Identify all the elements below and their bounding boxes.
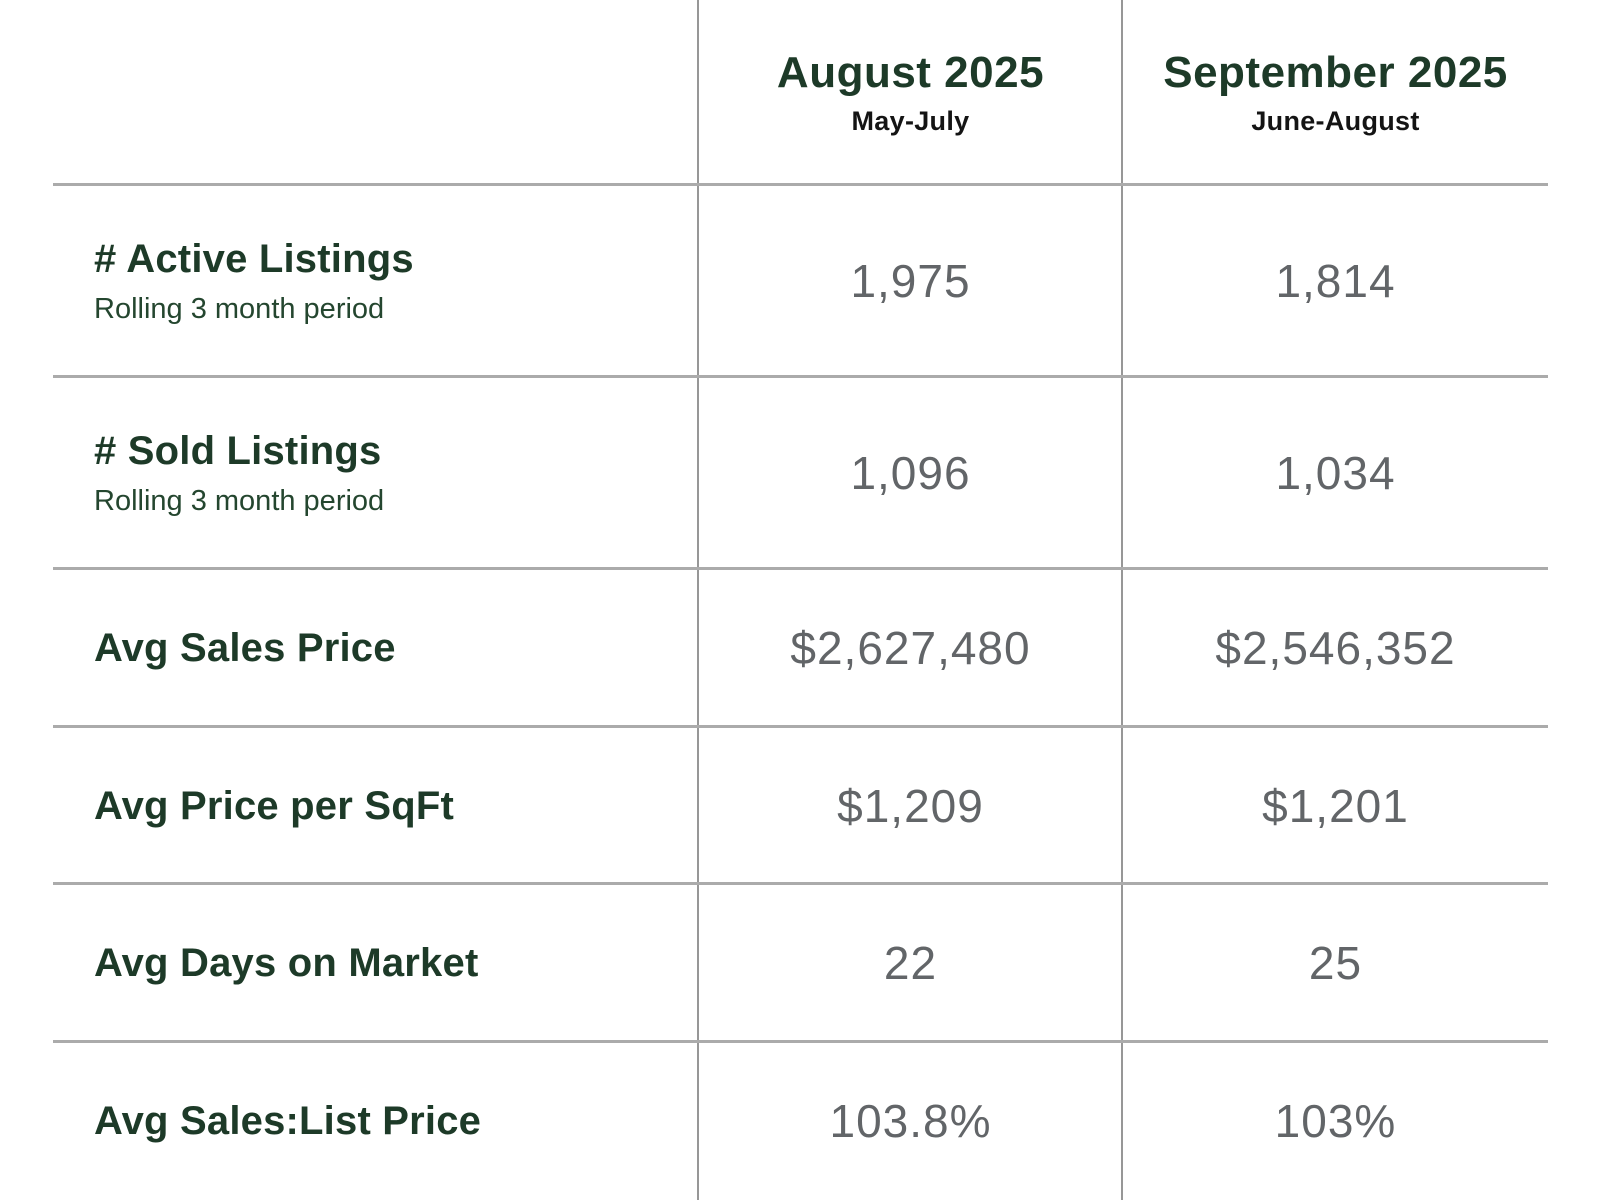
table-cell: 1,096 <box>698 377 1123 569</box>
row-right-spacer <box>1548 185 1600 377</box>
column-header-august-2025: August 2025 May-July <box>698 0 1123 185</box>
header-right-spacer <box>1548 0 1600 185</box>
column-header-september-2025: September 2025 June-August <box>1123 0 1548 185</box>
metric-label: # Sold Listings <box>94 429 382 473</box>
column-divider-2 <box>1121 0 1123 1200</box>
cell-value: $2,627,480 <box>790 622 1031 674</box>
row-right-spacer <box>1548 569 1600 727</box>
column-divider-1 <box>697 0 699 1200</box>
cell-value: 103.8% <box>829 1095 992 1147</box>
row-divider <box>53 375 1548 378</box>
table-cell: 103% <box>1123 1042 1548 1200</box>
row-right-spacer <box>1548 884 1600 1042</box>
table-cell: $2,627,480 <box>698 569 1123 727</box>
metric-label: Avg Days on Market <box>94 941 479 985</box>
row-divider <box>53 183 1548 186</box>
metric-label: Avg Sales:List Price <box>94 1099 482 1143</box>
column-period: May-July <box>851 105 970 136</box>
cell-value: 25 <box>1308 937 1363 989</box>
table-cell: 103.8% <box>698 1042 1123 1200</box>
table-cell: $2,546,352 <box>1123 569 1548 727</box>
row-divider <box>53 882 1548 885</box>
row-label-avg-sales-list-price: Avg Sales:List Price <box>0 1042 698 1200</box>
row-right-spacer <box>1548 377 1600 569</box>
cell-value: 103% <box>1274 1095 1397 1147</box>
cell-value: $2,546,352 <box>1215 622 1456 674</box>
metric-sublabel: Rolling 3 month period <box>94 293 385 325</box>
row-right-spacer <box>1548 1042 1600 1200</box>
row-label-avg-days-on-market: Avg Days on Market <box>0 884 698 1042</box>
cell-value: $1,201 <box>1262 779 1409 832</box>
table-cell: $1,201 <box>1123 727 1548 884</box>
row-divider <box>53 725 1548 728</box>
metric-label: Avg Sales Price <box>94 626 396 670</box>
row-divider <box>53 1040 1548 1043</box>
metric-label: Avg Price per SqFt <box>94 783 454 828</box>
table-cell: 25 <box>1123 884 1548 1042</box>
table-cell: 1,814 <box>1123 185 1548 377</box>
cell-value: 22 <box>883 937 938 989</box>
table-cell: 22 <box>698 884 1123 1042</box>
column-month: August 2025 <box>776 48 1045 98</box>
header-spacer <box>0 0 698 185</box>
row-label-active-listings: # Active Listings Rolling 3 month period <box>0 185 698 377</box>
row-label-sold-listings: # Sold Listings Rolling 3 month period <box>0 377 698 569</box>
cell-value: 1,814 <box>1275 255 1396 307</box>
table-cell: 1,034 <box>1123 377 1548 569</box>
cell-value: 1,096 <box>850 447 971 499</box>
metric-label: # Active Listings <box>94 237 414 281</box>
column-period: June-August <box>1251 105 1420 136</box>
table-cell: 1,975 <box>698 185 1123 377</box>
row-right-spacer <box>1548 727 1600 884</box>
cell-value: 1,975 <box>850 255 971 307</box>
table-cell: $1,209 <box>698 727 1123 884</box>
row-label-avg-sales-price: Avg Sales Price <box>0 569 698 727</box>
metric-sublabel: Rolling 3 month period <box>94 485 385 517</box>
cell-value: $1,209 <box>837 779 984 832</box>
cell-value: 1,034 <box>1275 447 1396 499</box>
row-divider <box>53 567 1548 570</box>
column-month: September 2025 <box>1163 48 1508 98</box>
row-label-avg-price-per-sqft: Avg Price per SqFt <box>0 727 698 884</box>
